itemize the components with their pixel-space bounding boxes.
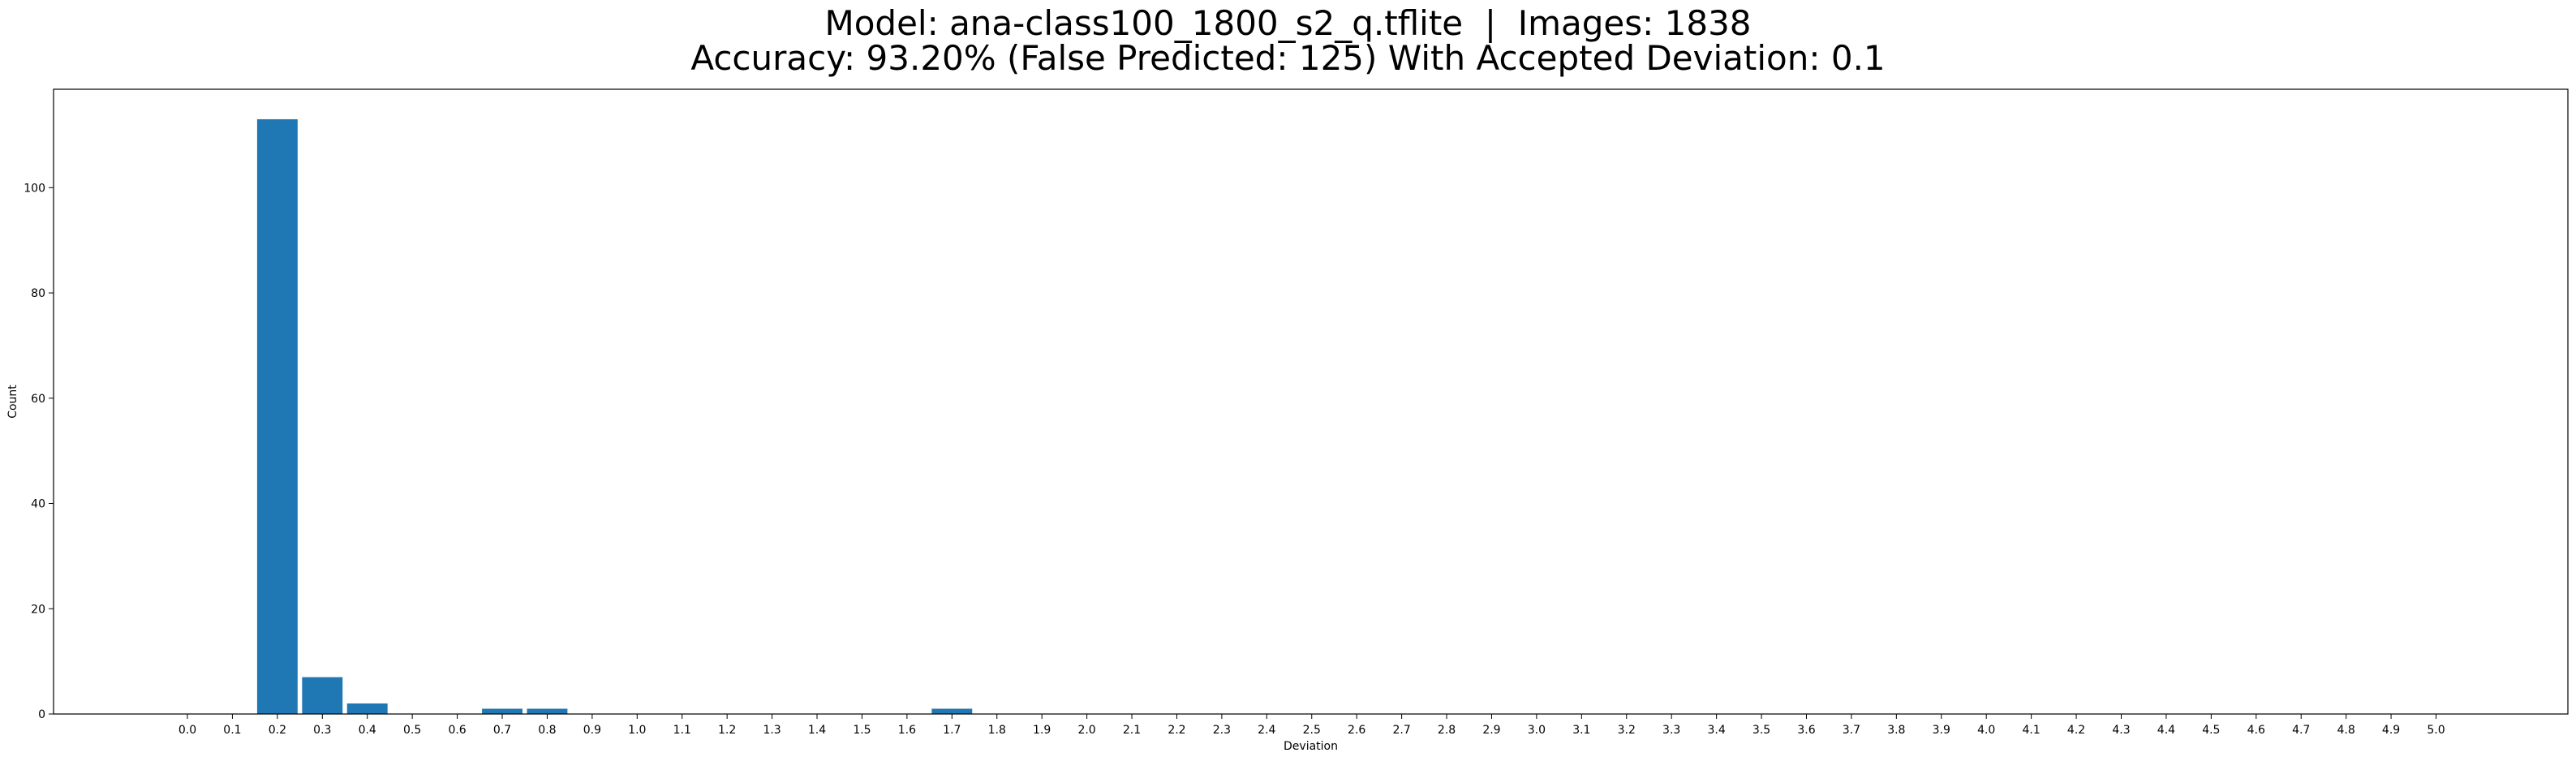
x-tick-label: 2.0: [1077, 724, 1095, 737]
x-tick-label: 4.7: [2292, 724, 2310, 737]
y-tick-label: 20: [31, 603, 45, 616]
x-tick-label: 0.6: [448, 724, 466, 737]
x-tick-label: 1.8: [988, 724, 1006, 737]
y-axis-label: Count: [6, 385, 19, 419]
x-tick-label: 2.8: [1438, 724, 1456, 737]
chart-title-line-1: Model: ana-class100_1800_s2_q.tflite | I…: [824, 3, 1752, 43]
x-axis-ticks: 0.0 0.1 0.2 0.3 0.4 0.5 0.6 0.7 0.8 0.9 1.0 1.1 1.2 1…: [178, 714, 2445, 737]
x-tick-label: 4.6: [2247, 724, 2265, 737]
x-tick-label: 3.5: [1752, 724, 1770, 737]
y-tick-label: 60: [31, 393, 45, 406]
x-tick-label: 1.2: [718, 724, 736, 737]
x-tick-label: 4.1: [2022, 724, 2040, 737]
bar-0.4: [346, 703, 388, 714]
x-tick-label: 0.3: [313, 724, 331, 737]
x-tick-label: 2.4: [1258, 724, 1275, 737]
x-tick-label: 1.3: [763, 724, 781, 737]
x-tick-label: 1.4: [808, 724, 826, 737]
x-tick-label: 0.0: [178, 724, 196, 737]
bar-1.7: [931, 708, 973, 714]
x-tick-label: 0.2: [269, 724, 286, 737]
chart-title-line-2: Accuracy: 93.20% (False Predicted: 125) …: [690, 38, 1886, 78]
x-tick-label: 4.4: [2157, 724, 2175, 737]
y-tick-label: 80: [31, 287, 45, 300]
y-tick-label: 0: [38, 708, 45, 721]
x-tick-label: 0.5: [403, 724, 421, 737]
x-tick-label: 5.0: [2427, 724, 2445, 737]
x-tick-label: 3.4: [1707, 724, 1725, 737]
x-tick-label: 2.1: [1123, 724, 1141, 737]
bars-group: [256, 118, 973, 715]
y-axis-ticks: 0 20 40 60 80 100: [24, 182, 54, 721]
x-tick-label: 4.3: [2112, 724, 2130, 737]
plot-frame: [53, 88, 2569, 715]
x-tick-label: 3.2: [1618, 724, 1636, 737]
x-tick-label: 0.9: [583, 724, 601, 737]
x-tick-label: 0.1: [223, 724, 241, 737]
y-tick-label: 100: [24, 182, 45, 195]
bar-0.3: [302, 677, 343, 714]
x-tick-label: 0.7: [493, 724, 511, 737]
x-tick-label: 3.7: [1843, 724, 1860, 737]
x-tick-label: 0.8: [538, 724, 556, 737]
x-tick-label: 3.0: [1528, 724, 1546, 737]
x-tick-label: 4.5: [2202, 724, 2220, 737]
x-tick-label: 1.7: [943, 724, 961, 737]
x-tick-label: 3.3: [1662, 724, 1680, 737]
x-tick-label: 4.2: [2067, 724, 2085, 737]
x-tick-label: 2.9: [1482, 724, 1500, 737]
x-tick-label: 0.4: [359, 724, 376, 737]
x-tick-label: 1.9: [1033, 724, 1051, 737]
x-tick-label: 1.1: [673, 724, 691, 737]
bar-0.7: [482, 708, 523, 714]
x-tick-label: 3.8: [1887, 724, 1905, 737]
x-tick-label: 3.9: [1933, 724, 1950, 737]
x-tick-label: 4.0: [1977, 724, 1995, 737]
x-tick-label: 2.7: [1392, 724, 1410, 737]
y-tick-label: 40: [31, 498, 45, 511]
x-tick-label: 4.9: [2382, 724, 2400, 737]
x-tick-label: 2.5: [1303, 724, 1321, 737]
x-tick-label: 2.3: [1213, 724, 1231, 737]
x-tick-label: 2.6: [1348, 724, 1365, 737]
x-tick-label: 2.2: [1168, 724, 1185, 737]
x-tick-label: 1.6: [898, 724, 916, 737]
x-tick-label: 1.0: [628, 724, 646, 737]
x-tick-label: 4.8: [2337, 724, 2355, 737]
bar-0.2: [256, 118, 298, 715]
bar-0.8: [527, 708, 568, 714]
x-tick-label: 1.5: [853, 724, 871, 737]
x-tick-label: 3.6: [1797, 724, 1815, 737]
x-axis-label: Deviation: [1284, 740, 1338, 753]
x-tick-label: 3.1: [1572, 724, 1590, 737]
